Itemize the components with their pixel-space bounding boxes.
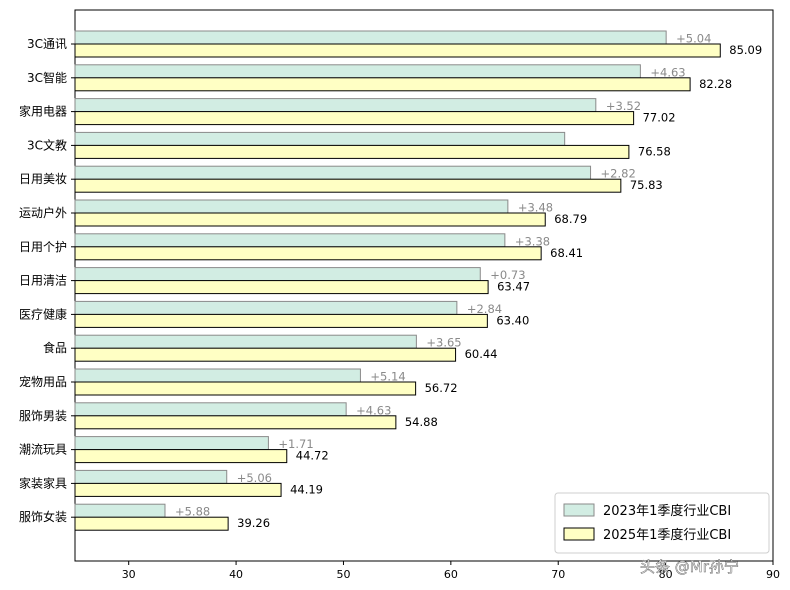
bar-2025 <box>74 246 542 261</box>
bar-diff-label: +2.82 <box>601 167 636 181</box>
bar-2023 <box>74 368 361 383</box>
bar-value-label: 85.09 <box>729 43 762 57</box>
bar-diff-label: +5.06 <box>237 471 272 485</box>
bar-value-label: 68.41 <box>550 246 583 260</box>
bar-2025 <box>74 415 397 430</box>
category-label: 医疗健康 <box>19 306 67 321</box>
bar-value-label: 75.83 <box>630 178 663 192</box>
bar-2025 <box>74 280 489 295</box>
bar-2025 <box>74 482 282 497</box>
bar-2023 <box>74 402 347 417</box>
legend-label-2023: 2023年1季度行业CBI <box>603 503 731 519</box>
bar-2023 <box>74 334 417 349</box>
bar-2025 <box>74 212 546 227</box>
category-label: 日用美妆 <box>19 172 67 186</box>
bar-diff-label: +4.63 <box>356 403 391 417</box>
legend-label-2025: 2025年1季度行业CBI <box>603 527 731 543</box>
bar-diff-label: +1.71 <box>278 437 313 451</box>
bar-2025 <box>74 313 488 328</box>
bar-value-label: 56.72 <box>425 381 458 395</box>
legend-swatch-2023 <box>563 503 595 517</box>
bar-2023 <box>74 30 667 45</box>
x-tick-label: 60 <box>444 568 458 581</box>
bar-diff-label: +3.52 <box>606 99 641 113</box>
bar-2025 <box>74 347 457 362</box>
bar-diff-label: +0.73 <box>490 268 525 282</box>
bar-value-label: 77.02 <box>643 111 676 125</box>
bar-value-label: 82.28 <box>699 77 732 91</box>
category-label: 潮流玩具 <box>19 442 67 457</box>
legend-swatch-2025 <box>563 527 595 541</box>
bar-value-label: 76.58 <box>638 144 671 158</box>
x-tick-label: 50 <box>336 568 350 581</box>
bar-2025 <box>74 144 630 159</box>
bar-value-label: 63.47 <box>497 280 530 294</box>
x-tick-label: 70 <box>551 568 565 581</box>
category-label: 服饰女装 <box>19 509 67 524</box>
bar-diff-label: +5.04 <box>676 32 711 46</box>
category-label: 3C文教 <box>27 137 67 152</box>
bar-diff-label: +2.84 <box>467 302 502 316</box>
bar-2023 <box>74 131 566 146</box>
category-label: 宠物用品 <box>19 374 67 389</box>
category-label: 家用电器 <box>19 104 67 119</box>
bar-2023 <box>74 300 458 315</box>
legend-box <box>554 492 770 554</box>
bar-2025 <box>74 111 635 126</box>
bar-2023 <box>74 199 509 214</box>
bar-2023 <box>74 267 481 282</box>
x-tick-label: 90 <box>766 568 780 581</box>
bar-2025 <box>74 178 622 193</box>
bar-diff-label: +5.88 <box>175 505 210 519</box>
x-tick-label: 30 <box>122 568 136 581</box>
bar-value-label: 39.26 <box>237 516 270 530</box>
bar-2023 <box>74 503 166 518</box>
bar-2025 <box>74 77 691 92</box>
x-tick-label: 80 <box>659 568 673 581</box>
category-label: 食品 <box>43 340 67 355</box>
watermark: 头条 @Mr孙宁 <box>640 558 739 576</box>
bar-2023 <box>74 64 641 79</box>
bar-value-label: 60.44 <box>465 347 498 361</box>
bar-diff-label: +5.14 <box>370 370 405 384</box>
bar-2023 <box>74 436 269 451</box>
bar-2025 <box>74 449 288 464</box>
bar-value-label: 44.19 <box>290 482 323 496</box>
category-label: 3C智能 <box>27 70 67 85</box>
category-label: 日用清洁 <box>19 274 67 288</box>
category-label: 服饰男装 <box>19 409 67 423</box>
category-label: 运动户外 <box>19 205 67 220</box>
bar-value-label: 68.79 <box>554 212 587 226</box>
bar-2023 <box>74 233 506 248</box>
legend: 2023年1季度行业CBI 2025年1季度行业CBI <box>554 492 770 554</box>
category-label: 3C通讯 <box>27 37 67 51</box>
bar-diff-label: +3.65 <box>426 336 461 350</box>
bar-value-label: 54.88 <box>405 415 438 429</box>
bar-diff-label: +3.38 <box>515 234 550 248</box>
category-label: 日用个护 <box>19 240 67 254</box>
bar-2025 <box>74 381 417 396</box>
bar-2025 <box>74 43 721 58</box>
x-tick-label: 40 <box>229 568 243 581</box>
bar-2025 <box>74 516 229 531</box>
bar-2023 <box>74 469 228 484</box>
bar-value-label: 63.40 <box>496 313 529 327</box>
bar-diff-label: +3.48 <box>518 201 553 215</box>
bar-2023 <box>74 98 597 113</box>
bar-value-label: 44.72 <box>296 449 329 463</box>
bar-diff-label: +4.63 <box>650 65 685 79</box>
category-label: 家装家具 <box>19 475 67 490</box>
bar-2023 <box>74 165 592 180</box>
x-axis-ticks: 30 40 50 60 70 80 90 <box>122 561 780 581</box>
